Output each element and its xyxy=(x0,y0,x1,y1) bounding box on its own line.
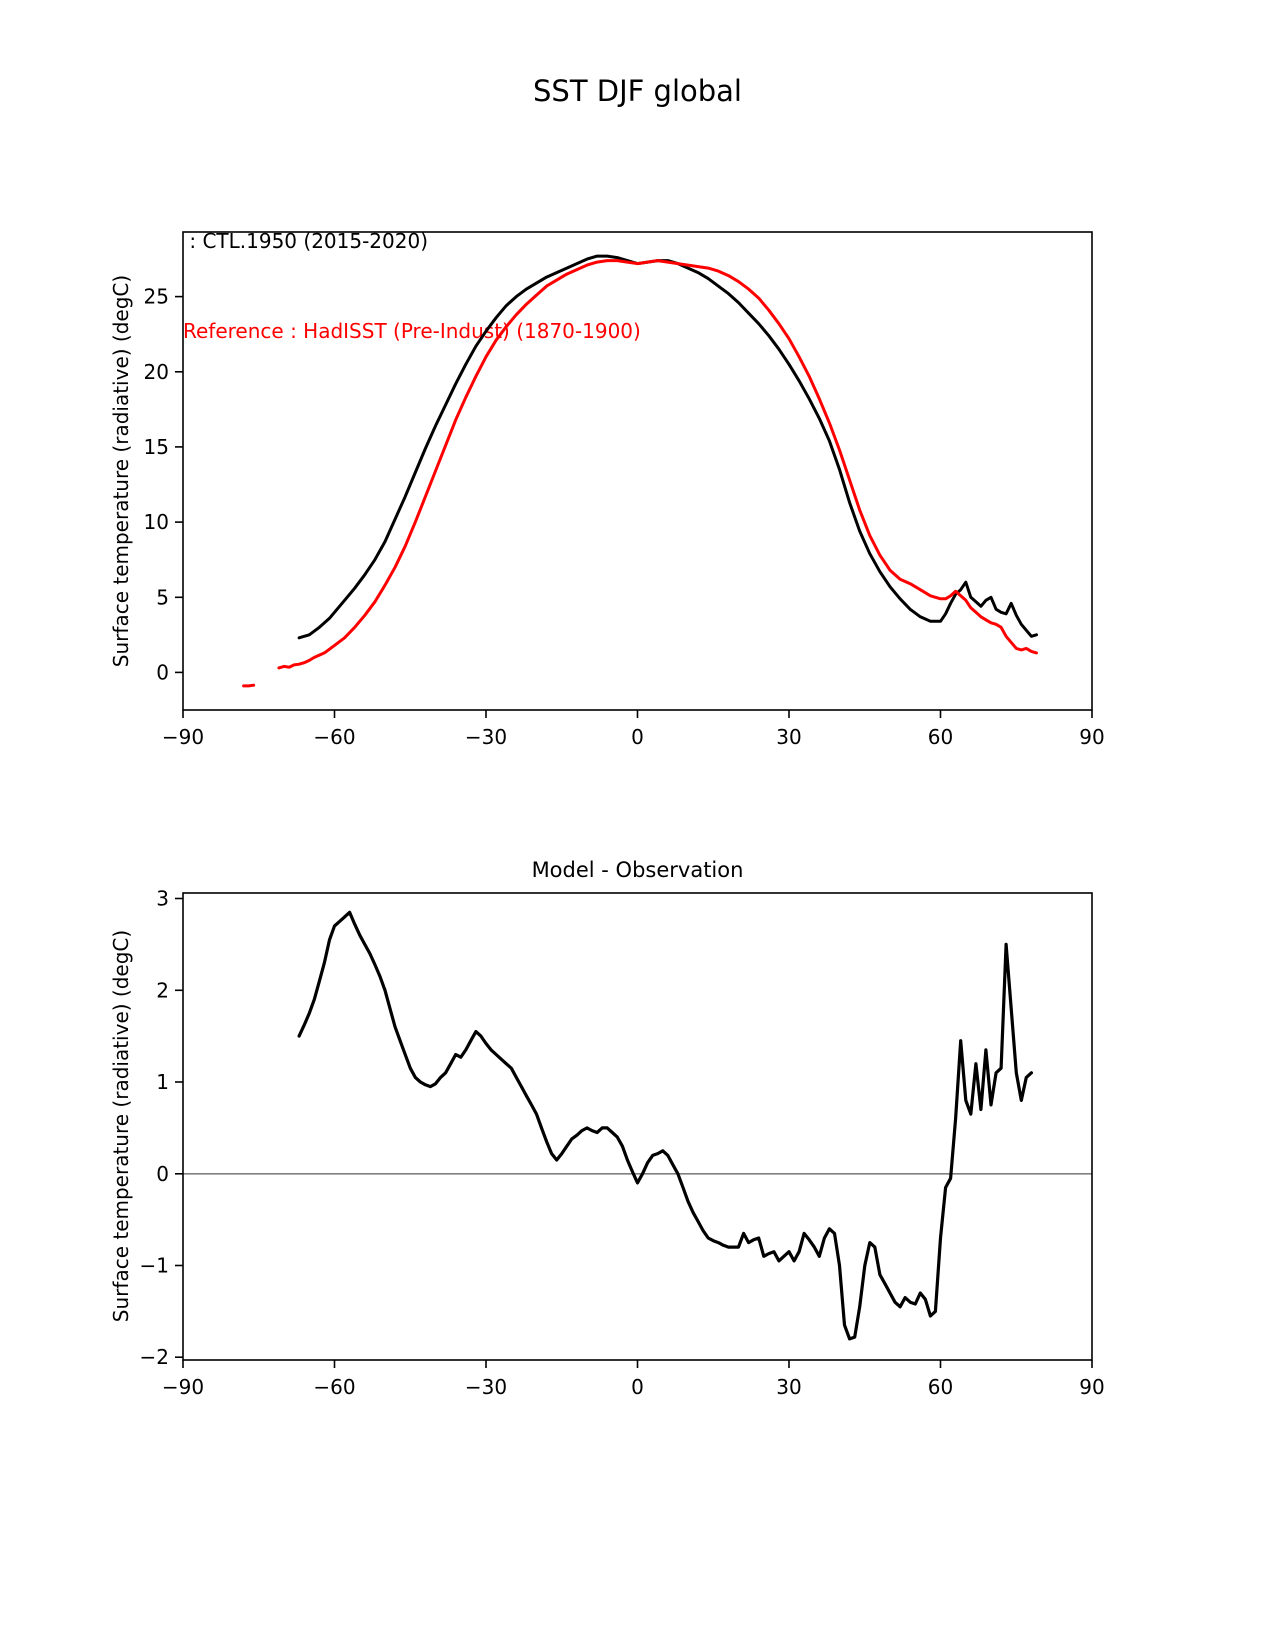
y-axis-tick-label: 15 xyxy=(144,435,169,459)
y-axis-tick-label: 2 xyxy=(156,978,169,1002)
x-axis-tick-label: −90 xyxy=(162,725,204,749)
x-axis-tick-label: 60 xyxy=(928,725,953,749)
legend-model-label: : CTL.1950 (2015-2020) xyxy=(183,229,429,253)
x-axis-tick-label: 60 xyxy=(928,1375,953,1399)
y-axis-tick-label: 25 xyxy=(144,285,169,309)
axes-box xyxy=(182,231,1093,711)
x-axis-tick-label: −30 xyxy=(465,725,507,749)
series-line-hadisst xyxy=(242,259,1038,688)
x-axis-tick-label: 0 xyxy=(631,1375,644,1399)
x-axis-tick-label: 0 xyxy=(631,725,644,749)
chart-model-minus-obs: −90 −60 −30 0 30 60 90 −2 −1 0 1 2 3 xyxy=(140,887,1105,1400)
y-axis-tick-label: −1 xyxy=(140,1254,169,1278)
x-axis-tick-label: −30 xyxy=(465,1375,507,1399)
bottom-chart-title: Model - Observation xyxy=(531,858,744,882)
y-axis-tick-label: 3 xyxy=(156,887,169,911)
x-axis-tick-label: 30 xyxy=(776,725,801,749)
x-axis-tick-label: 90 xyxy=(1079,725,1104,749)
y-axis-tick-label: 0 xyxy=(156,1162,169,1186)
y-axis-tick-label: 5 xyxy=(156,585,169,609)
x-axis-tick-label: 90 xyxy=(1079,1375,1104,1399)
y-axis-tick-label: 1 xyxy=(156,1070,169,1094)
x-axis-tick-label: −90 xyxy=(162,1375,204,1399)
chart-zonal-mean-sst: −90 −60 −30 0 30 60 90 0 5 10 15 20 25 xyxy=(144,231,1105,749)
y-axis-tick-label: 10 xyxy=(144,510,169,534)
bottom-chart-y-axis-label: Surface temperature (radiative) (degC) xyxy=(109,929,133,1323)
series-line-ctl-1950 xyxy=(297,254,1038,640)
y-axis-tick-label: 0 xyxy=(156,660,169,684)
x-axis-tick-label: 30 xyxy=(776,1375,801,1399)
x-axis-tick-label: −60 xyxy=(313,725,355,749)
x-axis-tick-label: −60 xyxy=(313,1375,355,1399)
series-line-difference xyxy=(297,910,1033,1341)
figure-title: SST DJF global xyxy=(533,74,742,108)
legend: : CTL.1950 (2015-2020) Reference : HadIS… xyxy=(183,166,641,376)
y-axis-tick-label: −2 xyxy=(140,1345,169,1369)
top-chart-y-axis-label: Surface temperature (radiative) (degC) xyxy=(109,274,133,668)
legend-reference-label: Reference : HadISST (Pre-Indust) (1870-1… xyxy=(183,319,641,343)
y-axis-tick-label: 20 xyxy=(144,360,169,384)
